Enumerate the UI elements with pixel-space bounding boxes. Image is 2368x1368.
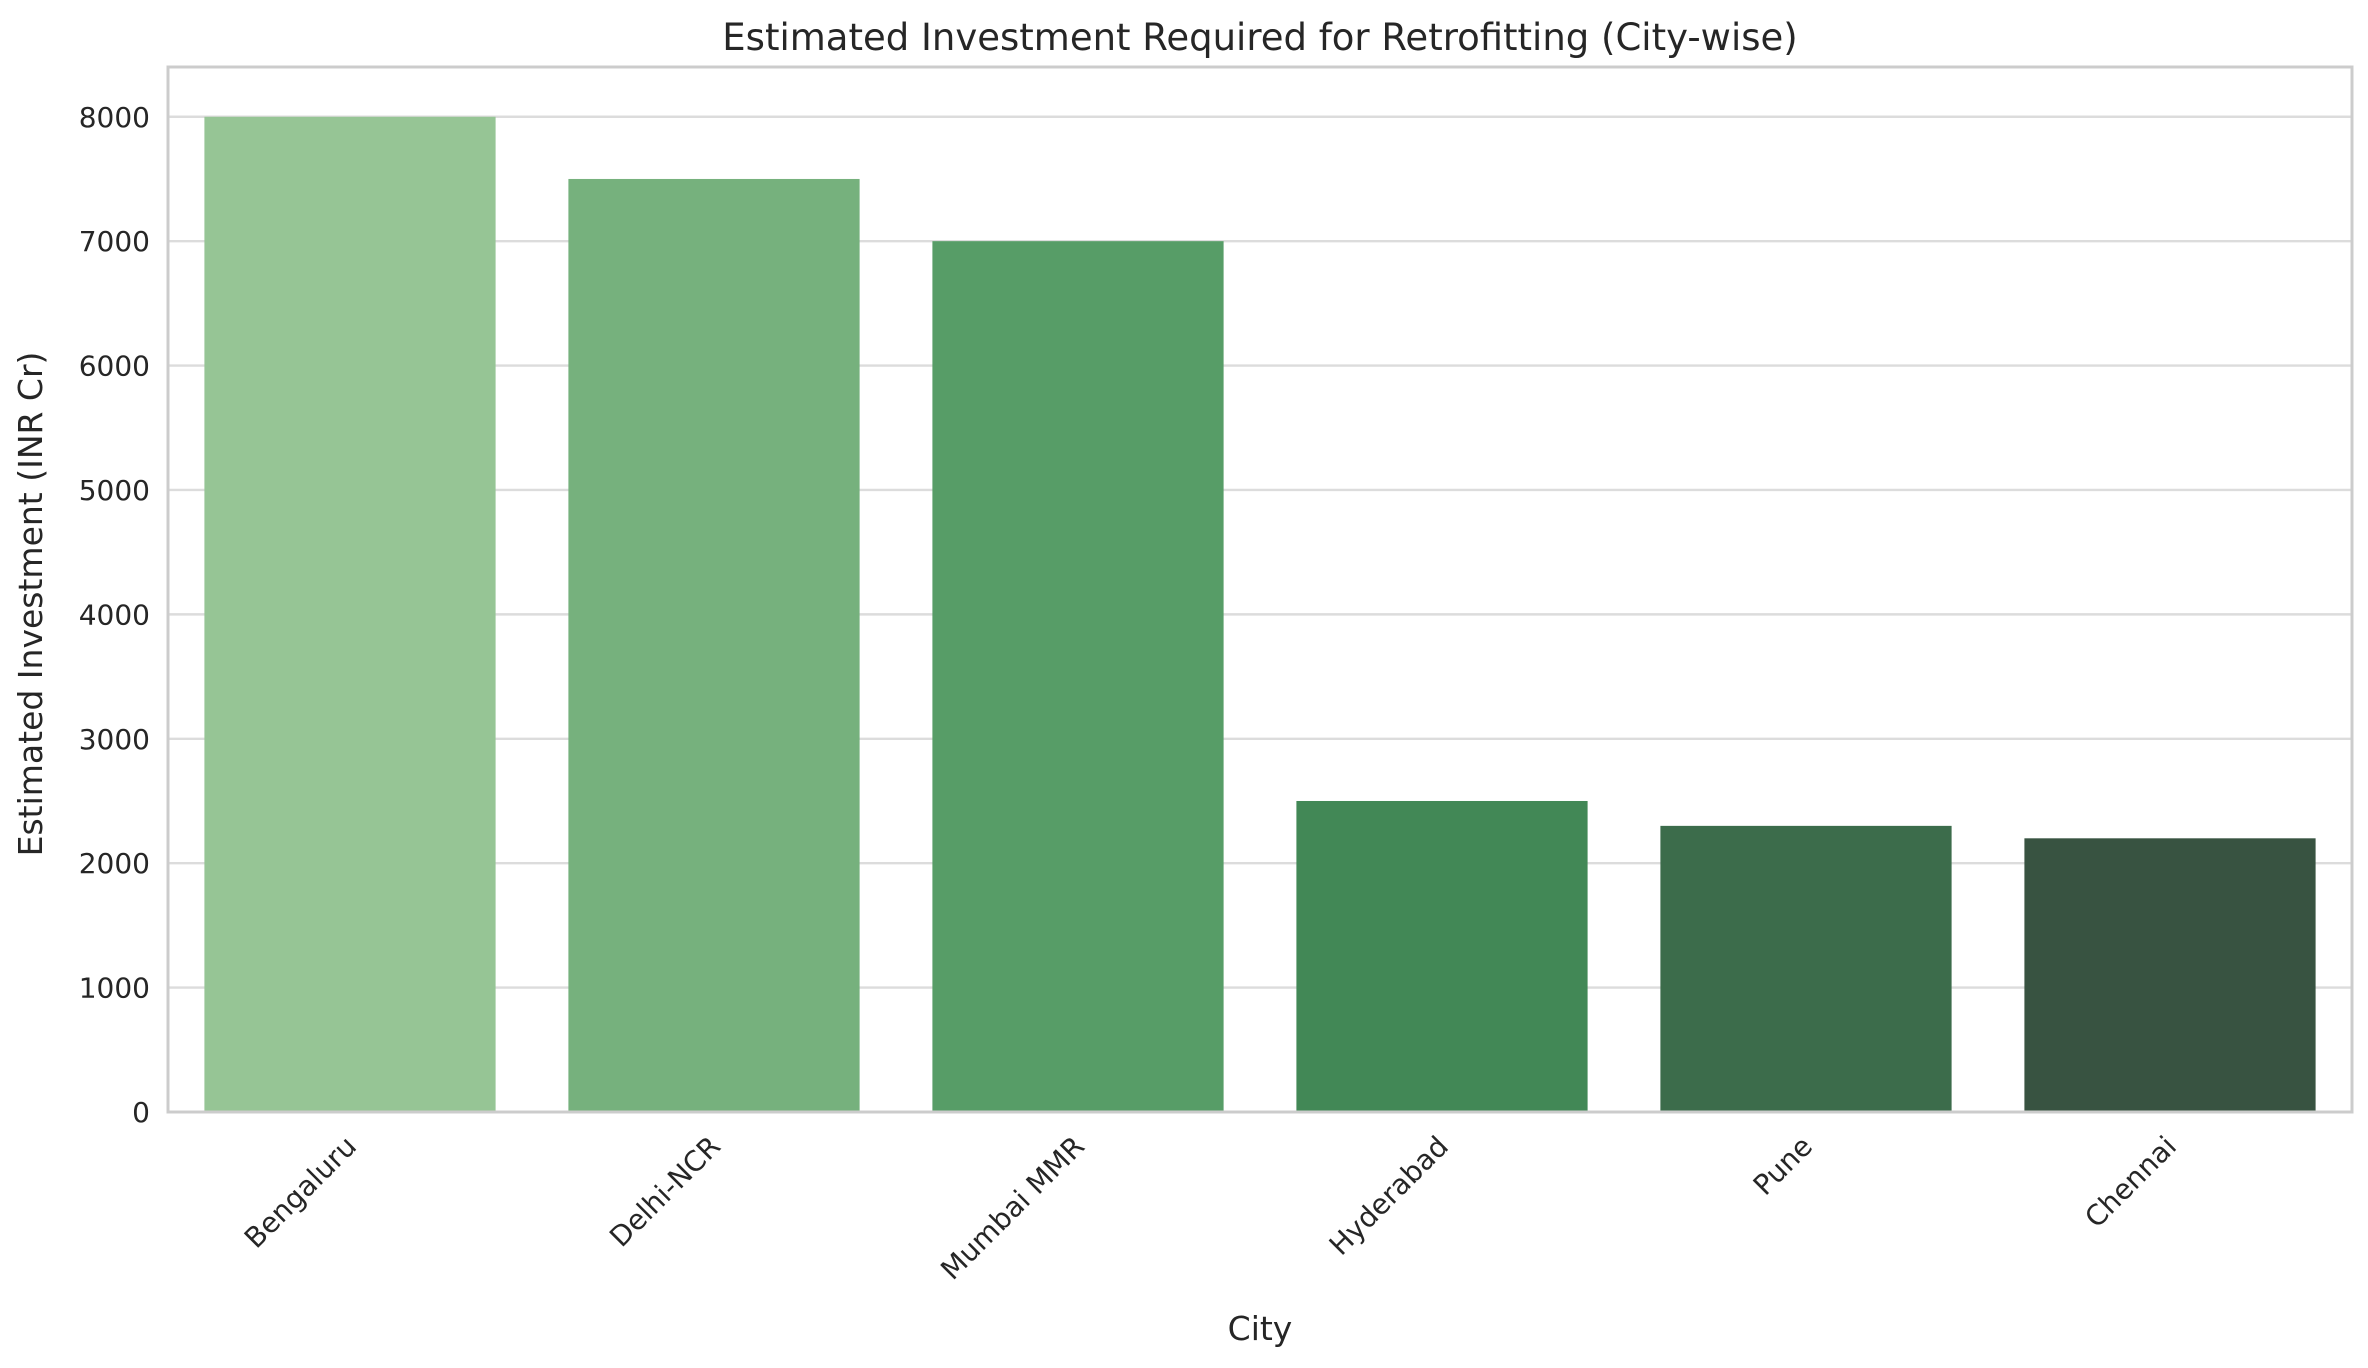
plot-frame [166,65,2354,1114]
y-tick-label: 6000 [79,350,150,383]
y-tick-labels: 0 1000 2000 3000 4000 5000 6000 7000 8000 [79,101,150,1129]
x-tick-label: Chennai [2078,1130,2183,1235]
bars [204,116,2316,1112]
x-axis-label: City [1228,1309,1293,1348]
y-tick-label: 8000 [79,101,150,134]
bar-mumbai-mmr [932,241,1224,1112]
bar-delhi-ncr [568,178,860,1112]
y-tick-label: 5000 [79,474,150,507]
gridlines [168,115,2352,1114]
bar-bengaluru [204,116,496,1112]
y-tick-label: 3000 [79,723,150,756]
y-tick-label: 0 [132,1096,150,1129]
bar-chennai [2024,838,2316,1112]
y-tick-label: 4000 [79,598,150,631]
x-tick-label: Hyderabad [1323,1130,1455,1262]
y-tick-label: 7000 [79,225,150,258]
x-tick-label: Pune [1747,1130,1819,1202]
x-tick-label: Bengaluru [238,1130,363,1255]
x-tick-label: Delhi-NCR [603,1130,727,1254]
chart-title: Estimated Investment Required for Retrof… [722,16,1797,59]
bar-hyderabad [1296,800,1588,1112]
bar-pune [1660,825,1952,1112]
x-tick-labels: Bengaluru Delhi-NCR Mumbai MMR Hyderabad Pun… [238,1130,2183,1287]
x-tick-label: Mumbai MMR [934,1130,1091,1287]
y-axis-label: Estimated Investment (INR Cr) [11,352,50,857]
y-tick-label: 2000 [79,847,150,880]
y-tick-label: 1000 [79,972,150,1005]
